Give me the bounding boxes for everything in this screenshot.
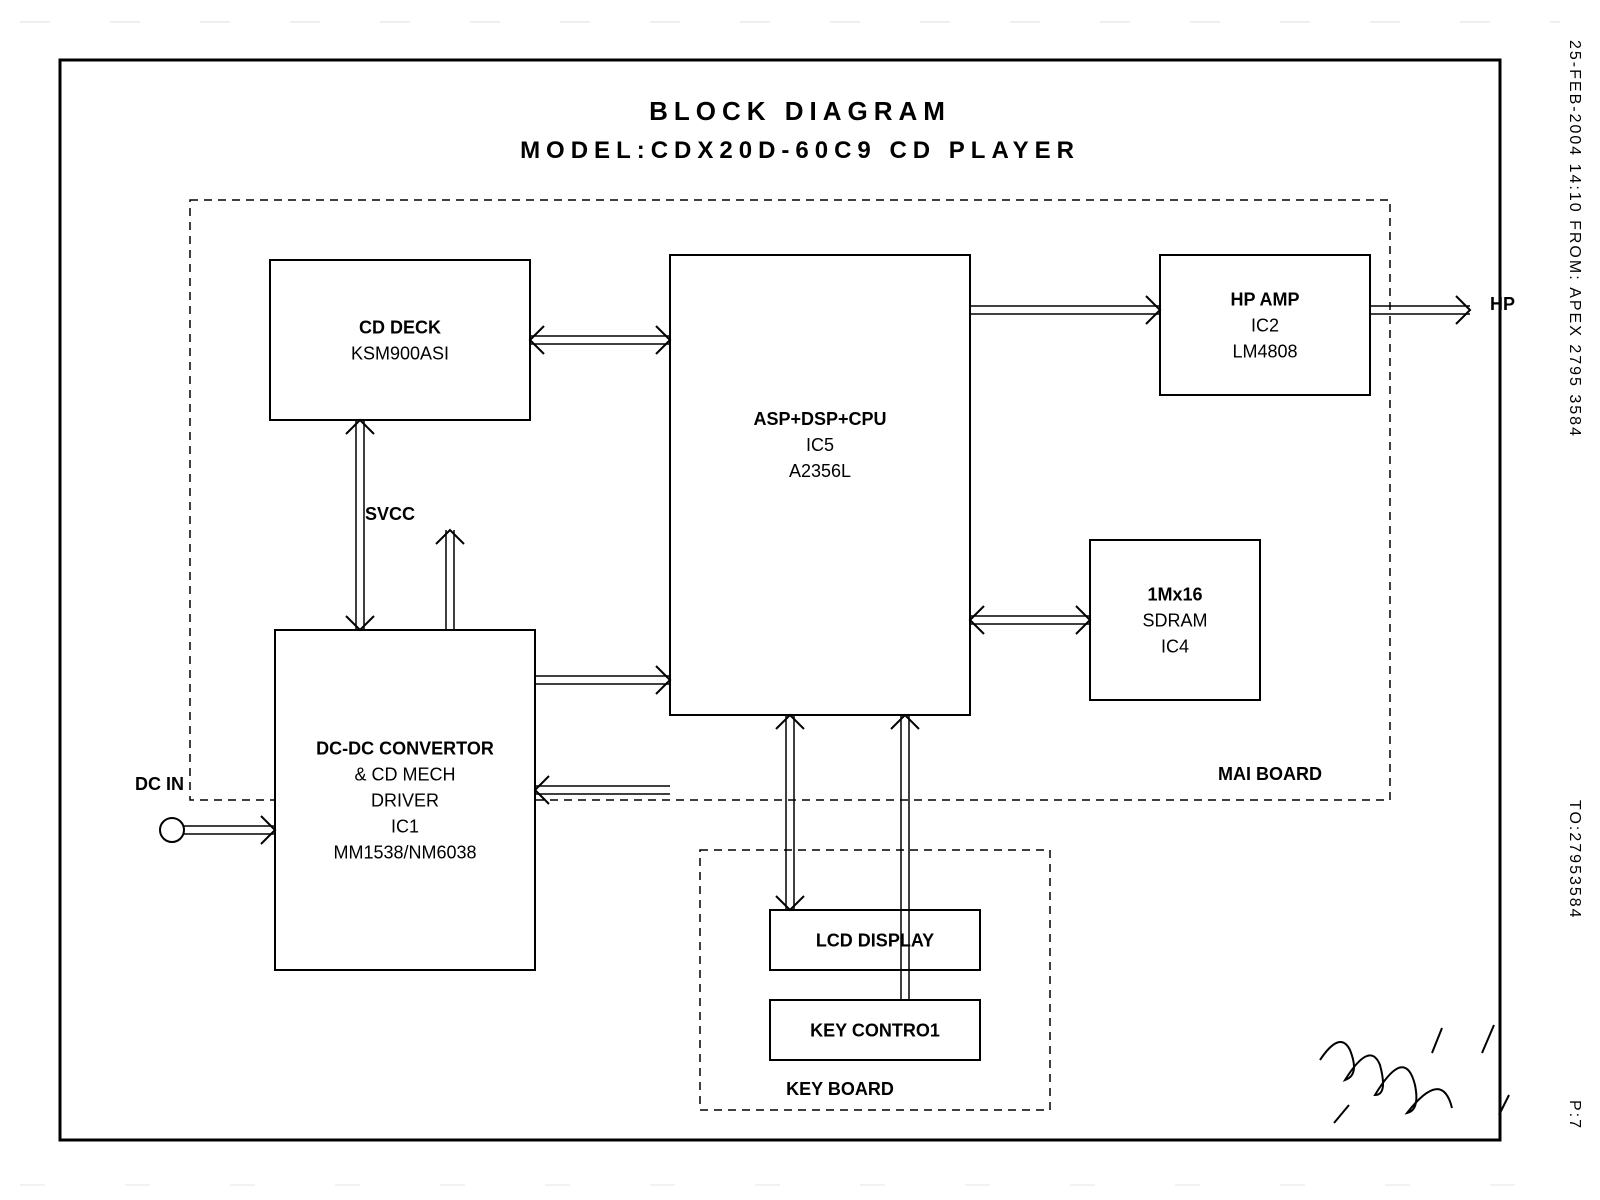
dcdc-label-3: IC1 [391,817,419,837]
dcdc-label-1: & CD MECH [354,765,455,785]
cpu-label-2: A2356L [789,461,851,481]
dcdc-label-0: DC-DC CONVERTOR [316,739,494,759]
cd-label-1: KSM900ASI [351,344,449,364]
lcd-label-0: LCD DISPLAY [816,931,934,951]
cd-label-0: CD DECK [359,318,441,338]
dcdc-label-2: DRIVER [371,791,439,811]
dcdc-label-4: MM1538/NM6038 [333,843,476,863]
cpu-label-0: ASP+DSP+CPU [753,409,886,429]
hp-out-label: HP [1490,294,1515,314]
ram-label-2: IC4 [1161,637,1189,657]
ram-label-1: SDRAM [1142,611,1207,631]
svg-text:25-FEB-2004 14:10 FROM: APEX: 25-FEB-2004 14:10 FROM: APEX 2795 3584 [1566,40,1583,438]
main-board-label: MAI BOARD [1218,764,1322,784]
hp-label-1: IC2 [1251,316,1279,336]
ram-label-0: 1Mx16 [1147,585,1202,605]
cd-block [270,260,530,420]
svg-text:P:7: P:7 [1566,1100,1583,1130]
cpu-block [670,255,970,715]
key-label-0: KEY CONTRO1 [810,1021,940,1041]
hp-label-2: LM4808 [1232,342,1297,362]
key-board-label: KEY BOARD [786,1079,894,1099]
hp-label-0: HP AMP [1230,290,1299,310]
dcin-label: DC IN [135,774,184,794]
svcc-label: SVCC [365,504,415,524]
cpu-label-1: IC5 [806,435,834,455]
title-line2: MODEL:CDX20D-60C9 CD PLAYER [520,137,1080,164]
title-line1: BLOCK DIAGRAM [649,96,951,126]
svg-text:TO:27953584: TO:27953584 [1566,800,1583,920]
